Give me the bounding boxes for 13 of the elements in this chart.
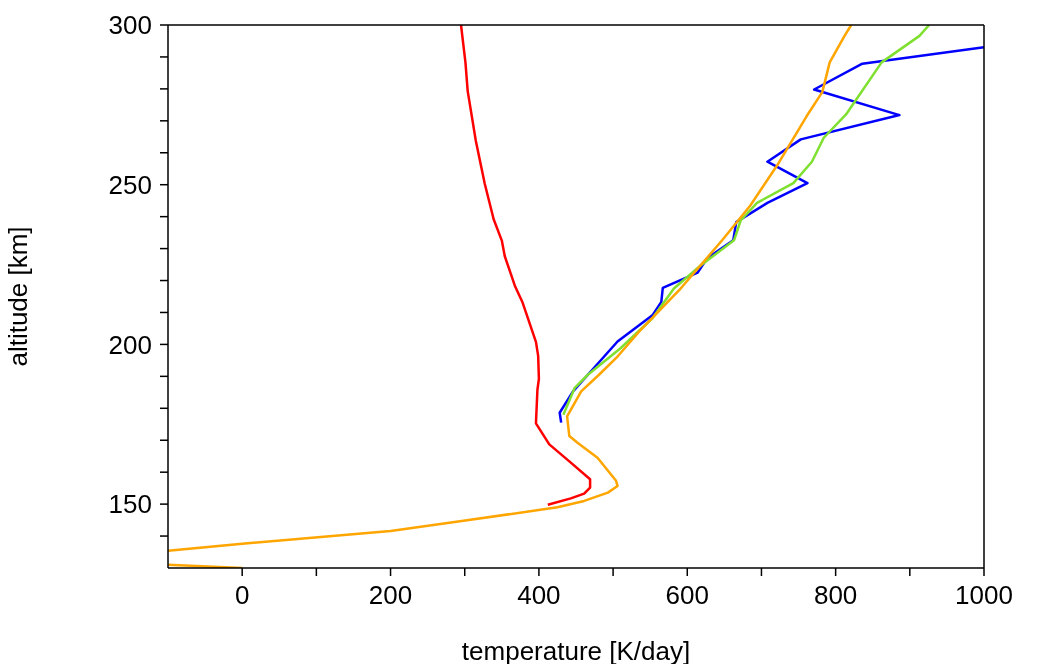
x-tick-label: 0 — [234, 580, 250, 611]
y-tick-label: 150 — [108, 489, 152, 520]
y-axis-title: altitude [km] — [3, 226, 34, 367]
y-tick-label: 250 — [108, 169, 152, 200]
x-tick-label: 600 — [665, 580, 709, 611]
x-tick-label: 200 — [368, 580, 413, 611]
x-tick-label: 800 — [813, 580, 858, 611]
x-tick-label: 1000 — [955, 580, 1013, 611]
y-tick-label: 200 — [108, 329, 152, 360]
x-tick-label: 400 — [517, 580, 561, 611]
line-series — [562, 25, 931, 416]
line-series — [459, 25, 592, 507]
y-tick-label: 300 — [108, 10, 152, 41]
